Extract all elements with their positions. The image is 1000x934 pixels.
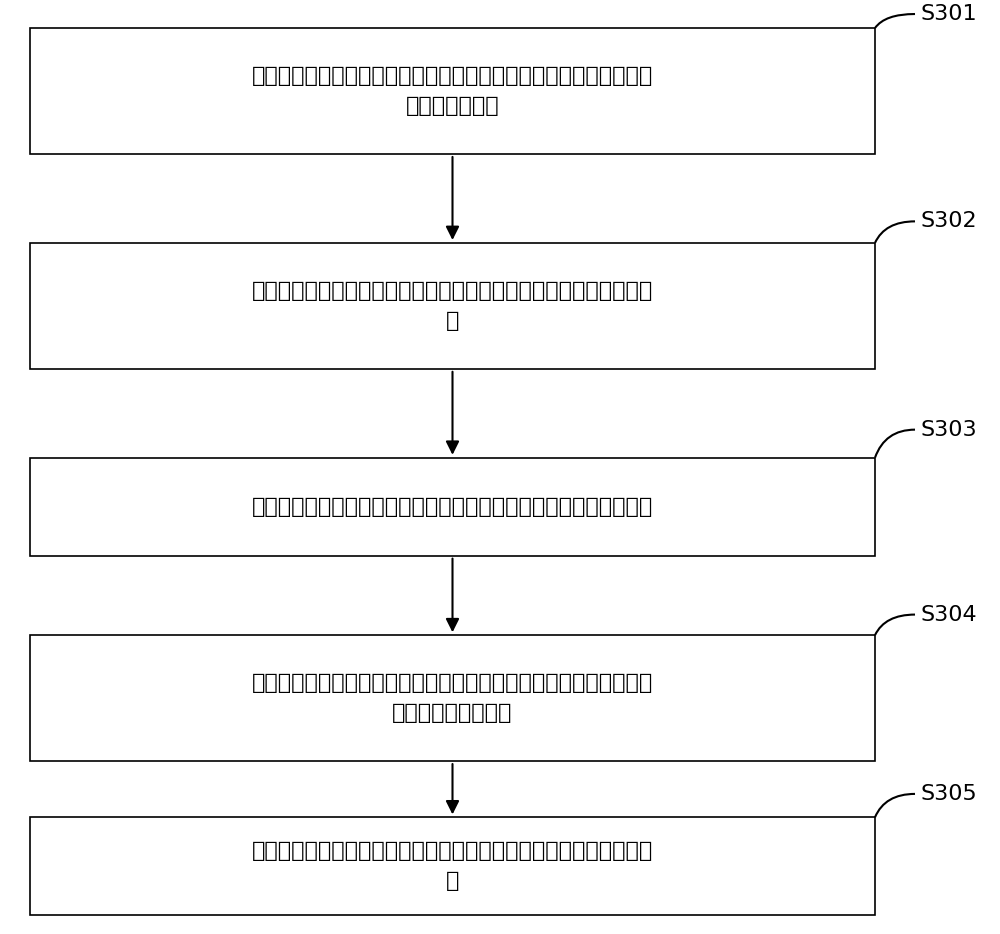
Text: S305: S305 (920, 784, 977, 804)
Text: 获取选择控制指令，基于选择控制指令确定目标驱动模式和目标档位
，获取目标工作模式: 获取选择控制指令，基于选择控制指令确定目标驱动模式和目标档位 ，获取目标工作模式 (252, 673, 653, 723)
Text: S304: S304 (920, 604, 977, 625)
Bar (30, 458, 875, 556)
Text: S302: S302 (920, 211, 977, 232)
Bar (30, 28, 875, 154)
Text: 获取混合动力耦合系统对应的传感器检测数据，并获取动力电池对应
的电池检测数据: 获取混合动力耦合系统对应的传感器检测数据，并获取动力电池对应 的电池检测数据 (252, 66, 653, 116)
Text: 若故障检测结果为存在故障，则基于故障检测结果确定待选驱动模式: 若故障检测结果为存在故障，则基于故障检测结果确定待选驱动模式 (252, 497, 653, 517)
Bar (30, 243, 875, 369)
Bar (30, 817, 875, 915)
Bar (30, 635, 875, 761)
Text: S301: S301 (920, 4, 977, 24)
Text: S303: S303 (920, 419, 977, 440)
Text: 采用动力控制器控制混合动力耦合系统的动力源在目标工作模式下工
作: 采用动力控制器控制混合动力耦合系统的动力源在目标工作模式下工 作 (252, 842, 653, 891)
Text: 基于传感器检测数据和电池检测数据进行故障检测，获取故障检测结
果: 基于传感器检测数据和电池检测数据进行故障检测，获取故障检测结 果 (252, 281, 653, 331)
